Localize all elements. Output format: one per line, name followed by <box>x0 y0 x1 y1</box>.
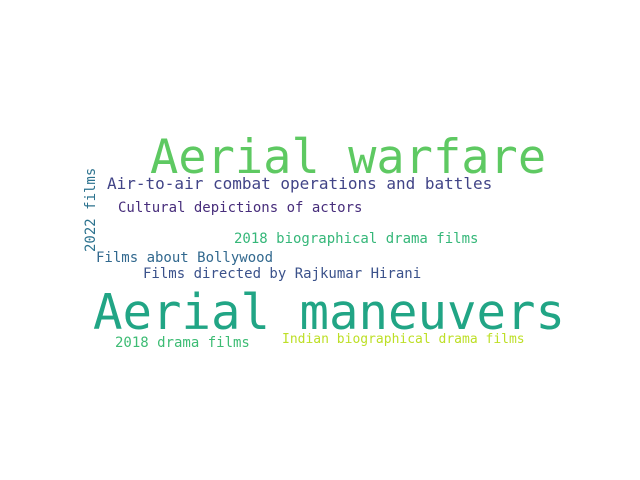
word-films-about-bollywood: Films about Bollywood <box>96 250 274 266</box>
word-aerial-warfare: Aerial warfare <box>150 130 547 185</box>
word-air-to-air-combat: Air-to-air combat operations and battles <box>107 174 493 193</box>
word-indian-biographical-drama: Indian biographical drama films <box>282 332 525 347</box>
word-2018-biographical-drama: 2018 biographical drama films <box>234 231 479 247</box>
word-2022-films: 2022 films <box>83 167 99 252</box>
word-cultural-depictions: Cultural depictions of actors <box>118 200 363 216</box>
word-films-by-hirani: Films directed by Rajkumar Hirani <box>143 266 422 282</box>
word-2018-drama-films: 2018 drama films <box>115 335 250 351</box>
word-aerial-maneuvers: Aerial maneuvers <box>93 284 566 341</box>
